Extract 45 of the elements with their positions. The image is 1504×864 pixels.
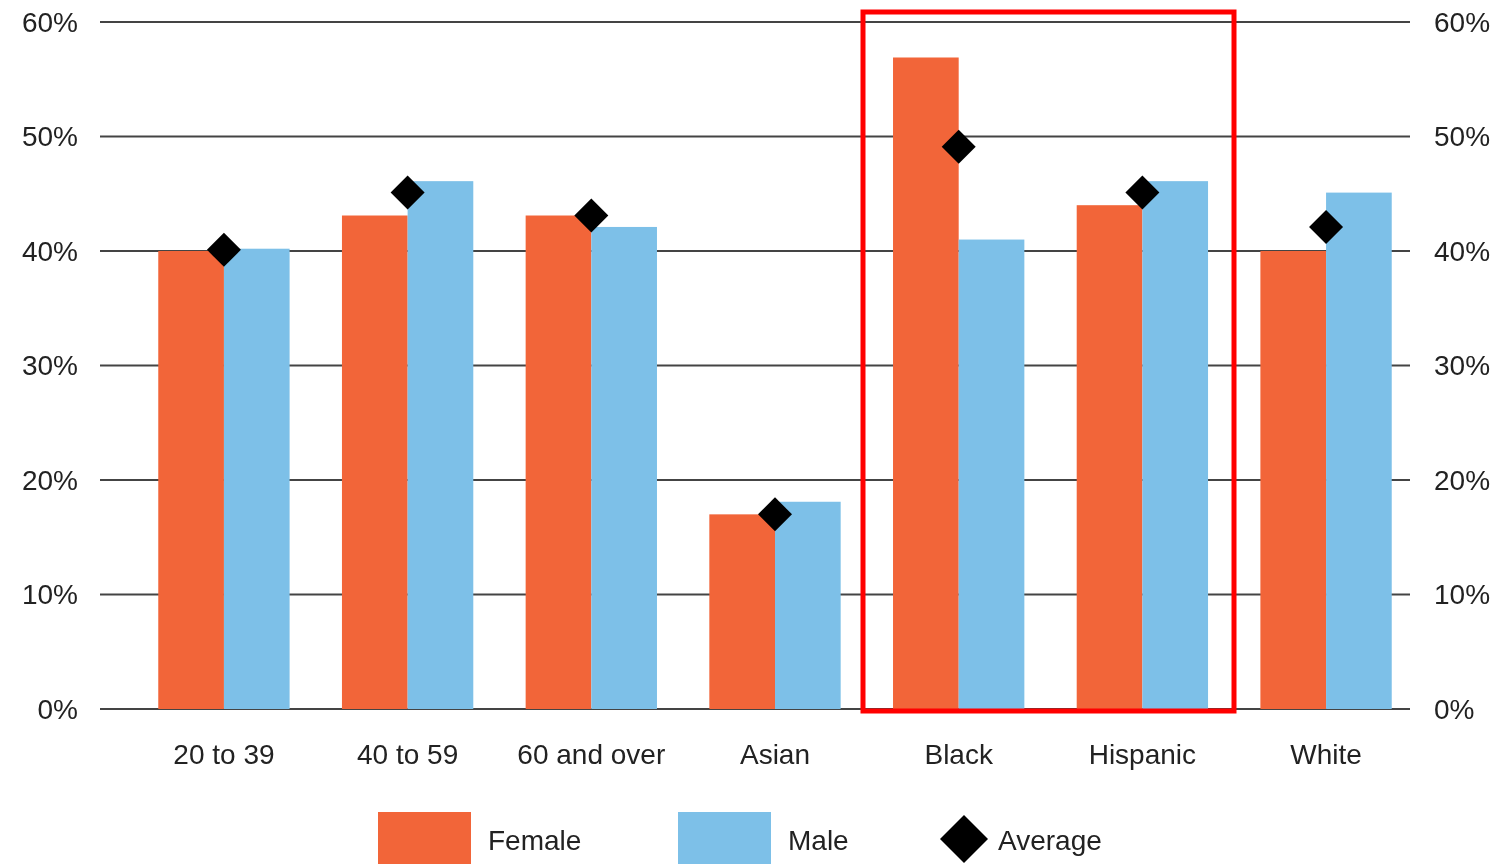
x-tick-label: 20 to 39	[173, 739, 275, 770]
point	[1309, 209, 1344, 244]
bar	[407, 181, 474, 709]
bar	[1326, 192, 1392, 709]
bar	[223, 248, 290, 709]
x-tick-label: 40 to 59	[357, 739, 459, 770]
y-tick-label: 50%	[21, 121, 78, 153]
y2-tick-label: 10%	[1434, 579, 1491, 611]
y-tick-label: 30%	[21, 350, 78, 382]
bar	[709, 514, 775, 709]
y-tick-label: 60%	[21, 6, 78, 38]
legend-label: Male	[788, 825, 849, 856]
x-tick-label: 60 and over	[517, 739, 666, 770]
point	[206, 232, 241, 267]
y2-tick-label: 30%	[1434, 350, 1491, 382]
x-tick-label: Black	[924, 739, 994, 770]
point	[1125, 175, 1160, 210]
point	[390, 175, 425, 210]
y-tick-label: 10%	[21, 579, 78, 611]
y2-tick-label: 60%	[1434, 6, 1491, 38]
bar	[158, 251, 224, 709]
x-tick-label: White	[1290, 739, 1362, 770]
bar	[1076, 205, 1143, 709]
bar	[591, 226, 657, 709]
legend-label: Female	[488, 825, 582, 856]
bar	[893, 57, 959, 709]
bar	[1142, 181, 1209, 709]
bar	[958, 239, 1025, 709]
y2-tick-label: 0%	[1434, 693, 1475, 725]
y2-tick-label: 40%	[1434, 235, 1491, 267]
point	[758, 497, 792, 532]
bar	[1260, 251, 1327, 709]
legend-label: Average	[998, 825, 1102, 856]
y-tick-label: 20%	[21, 464, 78, 496]
y-tick-label: 0%	[37, 693, 78, 725]
y-tick-label: 40%	[21, 235, 78, 267]
bar	[775, 501, 841, 709]
bar	[341, 215, 408, 709]
x-tick-label: Asian	[739, 739, 811, 770]
point	[574, 198, 609, 233]
point	[941, 129, 976, 164]
y2-tick-label: 50%	[1434, 121, 1491, 153]
y2-tick-label: 20%	[1434, 464, 1491, 496]
x-tick-label: Hispanic	[1088, 739, 1197, 770]
bar	[525, 215, 592, 709]
